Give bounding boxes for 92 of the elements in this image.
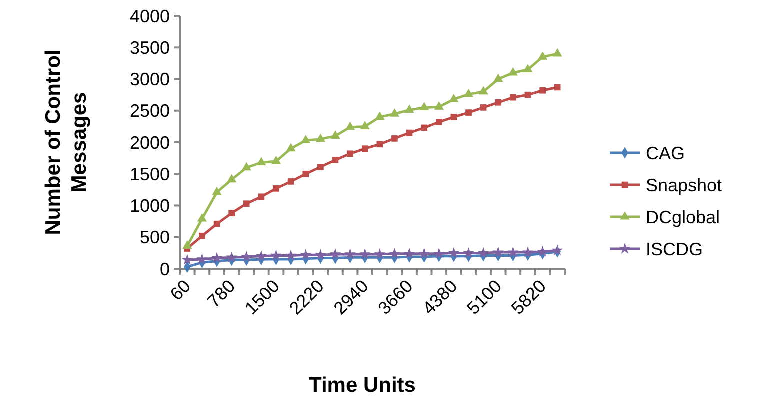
y-tick-label: 1000: [130, 196, 170, 216]
point: [196, 254, 208, 264]
point: [256, 250, 268, 262]
point: [300, 249, 312, 260]
legend-label: Snapshot: [646, 175, 722, 196]
point: [256, 157, 266, 166]
point: [347, 150, 354, 158]
point: [258, 194, 265, 200]
point: [420, 102, 430, 110]
point: [522, 246, 534, 258]
point: [314, 249, 326, 260]
point: [554, 84, 561, 91]
point: [302, 170, 310, 178]
point: [390, 108, 400, 117]
point: [286, 143, 296, 152]
point: [359, 248, 371, 260]
point: [406, 130, 413, 136]
point: [507, 246, 519, 258]
point: [464, 88, 474, 98]
legend-label: CAG: [646, 143, 686, 164]
x-axis-title: Time Units: [309, 374, 416, 397]
y-tick-label: 2000: [130, 132, 170, 153]
point: [492, 246, 504, 258]
point: [301, 135, 311, 144]
point: [332, 157, 339, 164]
point: [199, 232, 206, 240]
point: [316, 134, 326, 142]
point: [495, 99, 502, 106]
point: [197, 213, 208, 222]
point: [345, 122, 356, 130]
point: [466, 110, 472, 116]
point: [480, 104, 487, 111]
point: [552, 48, 562, 57]
point: [242, 162, 252, 171]
point: [510, 94, 516, 101]
y-tick-label: 3000: [130, 70, 170, 90]
point: [449, 94, 459, 102]
point: [344, 248, 356, 260]
y-tick-label: 1500: [130, 164, 170, 184]
point: [418, 248, 430, 259]
point: [448, 247, 460, 258]
point: [362, 146, 368, 152]
point: [494, 74, 504, 82]
point: [478, 247, 490, 258]
point: [243, 200, 250, 208]
y-tick-label: 4000: [130, 6, 170, 26]
y-axis-title: Number of Control Messages: [42, 50, 92, 236]
point: [226, 252, 238, 262]
point: [273, 186, 280, 192]
y-tick-label: 3500: [130, 38, 170, 58]
point: [318, 164, 324, 170]
point: [392, 136, 398, 142]
point: [450, 114, 458, 120]
point: [523, 64, 533, 73]
point: [214, 220, 220, 228]
point: [537, 246, 548, 257]
point: [374, 248, 386, 260]
point: [182, 254, 194, 265]
x-tick-label: 780: [204, 276, 240, 312]
point: [240, 251, 252, 262]
point: [421, 124, 428, 132]
point: [538, 52, 548, 60]
point: [360, 121, 370, 130]
point: [285, 250, 297, 261]
point: [376, 141, 384, 148]
y-tick-label: 500: [140, 228, 170, 248]
point: [212, 186, 222, 196]
point: [375, 112, 385, 120]
point: [552, 244, 564, 256]
point: [463, 247, 474, 258]
point: [389, 248, 400, 259]
point: [404, 104, 414, 114]
point: [540, 87, 546, 94]
point: [434, 102, 444, 110]
y-tick-label: 2500: [130, 101, 170, 122]
point: [330, 248, 342, 260]
point: [288, 178, 294, 185]
legend-label: ISCDG: [646, 239, 704, 260]
point: [227, 174, 237, 183]
legend-label: DCglobal: [646, 207, 720, 228]
point: [404, 248, 416, 259]
point: [228, 210, 235, 217]
point: [436, 119, 442, 126]
point: [330, 130, 340, 139]
point: [270, 250, 282, 261]
point: [524, 92, 532, 98]
point: [508, 67, 518, 76]
point: [211, 252, 223, 264]
point: [271, 156, 282, 164]
point: [433, 248, 445, 259]
point: [182, 240, 192, 250]
point: [478, 86, 488, 95]
